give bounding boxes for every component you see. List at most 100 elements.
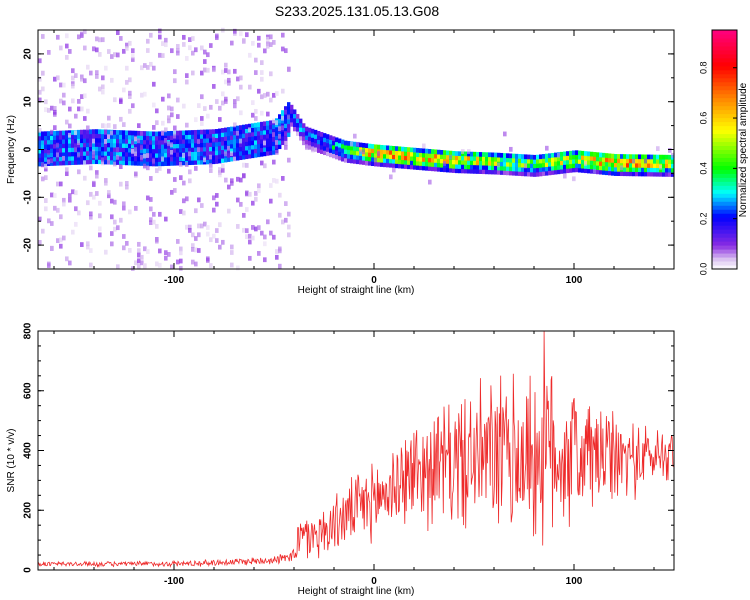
spectrogram-cell <box>164 135 168 141</box>
spectrogram-cell <box>215 159 219 164</box>
spectrogram-cell <box>269 141 273 147</box>
spectrogram-cell <box>200 116 204 121</box>
spectrogram-cell <box>59 237 63 243</box>
spectrogram-cell <box>596 152 600 158</box>
spectrogram-cell <box>38 148 42 154</box>
spectrogram-cell <box>230 148 234 153</box>
spectrogram-cell <box>209 146 213 152</box>
colorbar-segment <box>712 257 737 262</box>
spectrogram-cell <box>140 260 144 266</box>
spectrogram-cell <box>422 165 426 171</box>
spectrogram-cell <box>656 146 660 151</box>
spectrogram-cell <box>566 155 570 161</box>
spectrogram-cell <box>572 167 576 173</box>
spectrogram-cell <box>53 109 57 115</box>
spectrogram-cell <box>425 153 429 158</box>
spectrogram-cell <box>650 167 654 173</box>
spectrogram-cell <box>50 158 54 164</box>
spectrogram-cell <box>506 170 510 176</box>
spectrogram-cell <box>248 136 252 142</box>
spectrogram-cell <box>83 45 87 51</box>
spectrogram-cell <box>191 134 195 140</box>
spectrogram-cell <box>110 134 114 139</box>
spectrogram-cell <box>158 166 162 171</box>
spectrogram-cell <box>44 166 48 172</box>
spectrogram-cell <box>269 97 273 103</box>
spectrogram-cell <box>509 153 513 159</box>
spectrogram-cell <box>50 161 54 166</box>
spectrogram-cell <box>644 167 648 173</box>
spectrogram-cell <box>266 91 270 97</box>
spectrogram-cell <box>488 152 492 158</box>
spectrogram-cell <box>647 171 651 177</box>
spectrogram-cell <box>230 143 234 149</box>
spectrogram-cell <box>113 124 117 129</box>
spectrogram-cell <box>104 139 108 144</box>
spectrogram-cell <box>308 140 312 146</box>
spectrogram-cell <box>98 137 102 143</box>
spectrogram-cell <box>224 79 228 85</box>
spectrogram-cell <box>272 178 276 183</box>
spectrogram-cell <box>155 120 159 126</box>
spectrogram-cell <box>68 138 72 144</box>
spectrogram-cell <box>92 138 96 144</box>
spectrogram-cell <box>170 48 174 54</box>
spectrogram-cell <box>83 29 87 35</box>
spectrogram-cell <box>140 148 144 153</box>
spectrogram-cell <box>95 150 99 156</box>
spectrogram-cell <box>338 151 342 157</box>
spectrogram-cell <box>281 136 285 141</box>
spectrogram-cell <box>59 160 63 166</box>
spectrogram-x-axis-label: Height of straight line (km) <box>298 285 415 296</box>
spectrogram-cell <box>392 158 396 164</box>
spectrogram-cell <box>422 152 426 158</box>
spectrogram-cell <box>164 144 168 149</box>
spectrogram-cell <box>416 152 420 157</box>
spectrogram-cell <box>86 146 90 152</box>
spectrogram-cell <box>272 40 276 45</box>
colorbar-segment <box>712 173 737 178</box>
spectrogram-cell <box>38 240 42 245</box>
spectrogram-cell <box>551 161 555 167</box>
spectrogram-cell <box>224 127 228 133</box>
spectrogram-cell <box>257 126 261 132</box>
spectrogram-cell <box>467 151 471 157</box>
spectrogram-cell <box>209 237 213 243</box>
spectrogram-cell <box>251 200 255 206</box>
spectrogram-cell <box>197 139 201 144</box>
spectrogram-cell <box>149 206 153 212</box>
spectrogram-cell <box>185 162 189 167</box>
spectrogram-cell <box>635 154 639 160</box>
spectrogram-cell <box>521 167 525 172</box>
spectrogram-cell <box>44 157 48 162</box>
spectrogram-cell <box>113 199 117 205</box>
spectrogram-cell <box>278 122 282 128</box>
spectrogram-cell <box>176 143 180 149</box>
spectrogram-cell <box>71 81 75 87</box>
spectrogram-cell <box>554 169 558 175</box>
spectrogram-cell <box>254 70 258 75</box>
spectrogram-cell <box>86 155 90 161</box>
spectrogram-cell <box>131 134 135 140</box>
spectrogram-cell <box>53 139 57 145</box>
spectrogram-cell <box>305 130 309 136</box>
spectrogram-cell <box>185 79 189 85</box>
spectrogram-cell <box>641 171 645 177</box>
spectrogram-cell <box>242 141 246 147</box>
spectrogram-cell <box>230 178 234 184</box>
spectrogram-cell <box>671 152 675 158</box>
spectrogram-cell <box>77 140 81 146</box>
spectrogram-cell <box>50 192 54 198</box>
spectrogram-cell <box>314 142 318 148</box>
spectrogram-cell <box>110 151 114 157</box>
spectrogram-cell <box>56 148 60 153</box>
spectrogram-cell <box>353 159 357 164</box>
spectrogram-cell <box>83 160 87 166</box>
spectrogram-cell <box>587 151 591 157</box>
spectrogram-cell <box>218 222 222 228</box>
spectrogram-cell <box>140 145 144 150</box>
spectrogram-cell <box>500 152 504 158</box>
spectrogram-cell <box>311 141 315 147</box>
spectrogram-cell <box>203 151 207 156</box>
